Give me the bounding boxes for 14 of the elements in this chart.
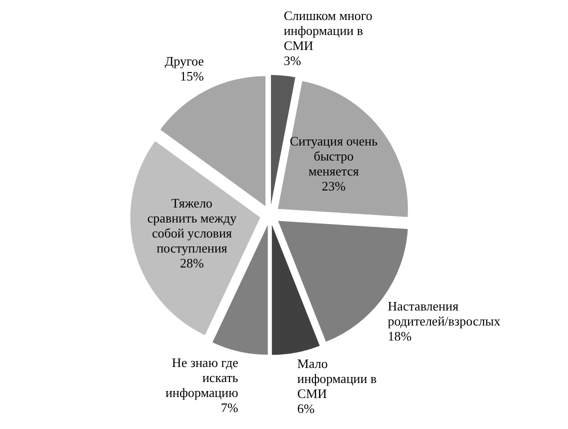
slice-label: Наставления родителей/взрослых bbox=[388, 298, 501, 329]
data-label: 7% bbox=[220, 400, 238, 416]
slice-label: Не знаю где искать информацию bbox=[166, 355, 239, 400]
data-label: 28% bbox=[180, 256, 204, 271]
slice-label: Другое bbox=[164, 53, 204, 68]
slice-label: Слишком много информации в СМИ bbox=[284, 8, 372, 54]
data-label: 18% bbox=[388, 328, 412, 344]
data-label: 23% bbox=[322, 178, 346, 194]
data-label: 15% bbox=[180, 68, 204, 84]
data-label: 6% bbox=[297, 401, 315, 416]
slice-label: Ситуация очень быстро меняется bbox=[290, 134, 378, 179]
slice-label: Тяжело сравнить между собой условия поступления bbox=[147, 196, 237, 256]
data-label: 3% bbox=[284, 53, 302, 68]
slice-label: Мало информации в СМИ bbox=[297, 356, 377, 402]
